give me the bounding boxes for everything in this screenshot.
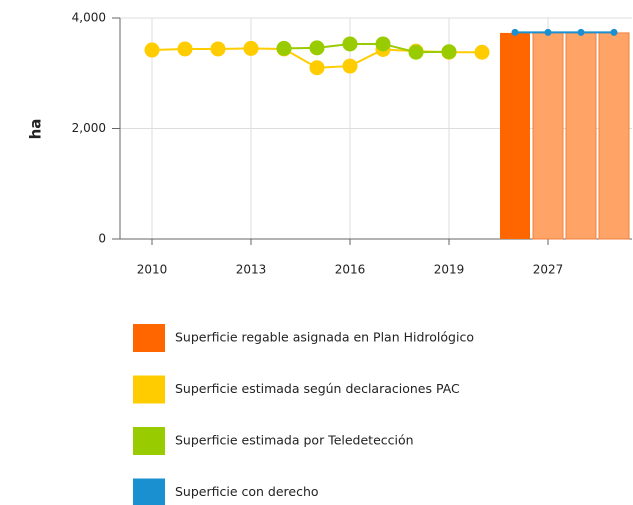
point [408, 44, 424, 60]
point [210, 41, 226, 57]
legend-label: Superficie con derecho [175, 484, 319, 499]
y-tick-label: 0 [98, 232, 106, 246]
x-tick-label: 2010 [137, 263, 168, 277]
x-tick-label: 2019 [434, 263, 465, 277]
y-axis-label: ha [27, 119, 45, 140]
bar [532, 32, 564, 240]
point [309, 60, 325, 76]
point [577, 28, 585, 36]
point [177, 41, 193, 57]
point [309, 40, 325, 56]
point [610, 28, 618, 36]
bar [598, 32, 630, 240]
y-tick-label: 4,000 [72, 11, 106, 25]
legend-swatch [133, 478, 165, 505]
bar [565, 32, 597, 240]
x-tick-label: 2027 [533, 263, 564, 277]
bar [500, 32, 530, 240]
legend-label: Superficie estimada según declaraciones … [175, 381, 460, 396]
y-tick-label: 2,000 [72, 121, 106, 135]
point [474, 44, 490, 60]
legend-swatch [133, 427, 165, 455]
legend-swatch [133, 324, 165, 352]
legend-label: Superficie estimada por Teledetección [175, 433, 414, 448]
point [544, 28, 552, 36]
point [511, 28, 519, 36]
legend-swatch [133, 375, 165, 404]
x-tick-label: 2013 [236, 263, 267, 277]
legend-label: Superficie regable asignada en Plan Hidr… [175, 330, 474, 345]
point [441, 44, 457, 60]
x-tick-label: 2016 [335, 263, 366, 277]
point [342, 58, 358, 74]
point [144, 42, 160, 58]
point [243, 40, 259, 56]
point [375, 36, 391, 52]
point [276, 40, 292, 56]
point [342, 36, 358, 52]
